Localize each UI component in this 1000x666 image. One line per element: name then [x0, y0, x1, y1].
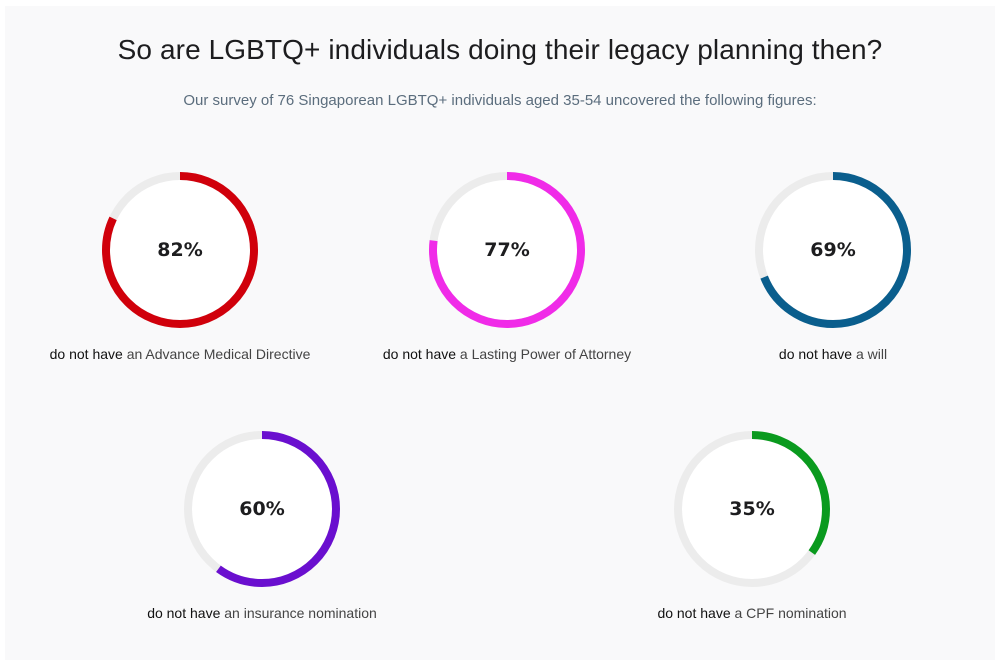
donut-chart-4: 60% do not have an insurance nomination [92, 429, 432, 639]
donut-value-arc [429, 172, 585, 328]
caption-emphasis: do not have [49, 346, 123, 362]
donut-percent-label: 35% [729, 498, 774, 520]
donut-percent-label: 60% [239, 498, 284, 520]
donut-percent-label: 77% [484, 239, 529, 261]
donut-chart-2: 77% do not have a Lasting Power of Attorn… [337, 170, 677, 380]
caption-text: an Advance Medical Directive [122, 346, 311, 362]
donut-value-arc [102, 172, 258, 328]
donut-value-arc [755, 172, 911, 328]
caption-text: a Lasting Power of Attorney [456, 346, 632, 362]
donut-inner [763, 180, 903, 320]
donut-caption: do not have a CPF nomination [582, 605, 922, 621]
donut-svg: 69% [755, 172, 911, 328]
donut-svg: 82% [102, 172, 258, 328]
donut-value-arc [184, 431, 340, 587]
donut-inner [192, 439, 332, 579]
donut-percent-label: 69% [810, 239, 855, 261]
donut-chart-3: 69% do not have a will [663, 170, 1000, 380]
donut-inner [110, 180, 250, 320]
caption-text: a CPF nomination [730, 605, 847, 621]
donut-percent-label: 82% [157, 239, 202, 261]
caption-emphasis: do not have [147, 605, 221, 621]
caption-emphasis: do not have [382, 346, 457, 362]
donut-caption: do not have an insurance nomination [92, 605, 432, 621]
donut-caption: do not have a Lasting Power of Attorney [337, 346, 677, 362]
caption-emphasis: do not have [778, 346, 853, 362]
caption-text: a will [852, 346, 888, 362]
donut-value-arc [674, 431, 830, 587]
donut-caption: do not have a will [663, 346, 1000, 362]
donut-inner [682, 439, 822, 579]
donut-svg: 60% [184, 431, 340, 587]
donut-svg: 77% [429, 172, 585, 328]
donut-inner [437, 180, 577, 320]
page-title: So are LGBTQ+ individuals doing their le… [117, 34, 883, 65]
donut-chart-5: 35% do not have a CPF nomination [582, 429, 922, 639]
donut-svg: 35% [674, 431, 830, 587]
caption-text: an insurance nomination [220, 605, 377, 621]
background-panel [5, 6, 995, 660]
page-subtitle: Our survey of 76 Singaporean LGBTQ+ indi… [183, 92, 817, 109]
caption-emphasis: do not have [657, 605, 731, 621]
donut-chart-1: 82% do not have an Advance Medical Direct… [10, 170, 350, 380]
donut-caption: do not have an Advance Medical Directive [10, 346, 350, 362]
